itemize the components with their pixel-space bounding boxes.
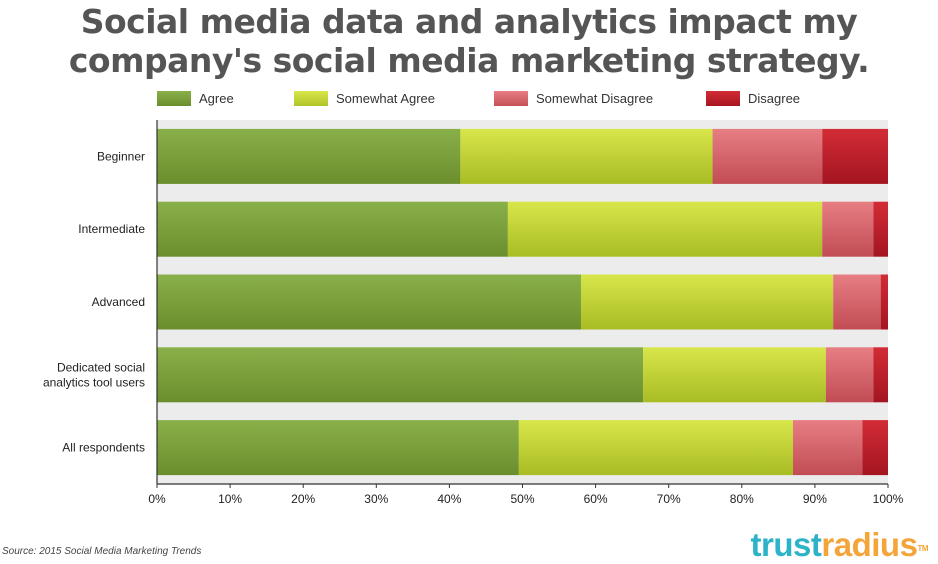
brand-part-trust: trust bbox=[750, 526, 822, 563]
trustradius-logo: trustradiusTM bbox=[750, 526, 929, 564]
bar-segment bbox=[833, 274, 881, 330]
category-label: Dedicated social analytics tool users bbox=[43, 360, 145, 389]
bar-segment bbox=[157, 128, 461, 184]
category-label: Intermediate bbox=[78, 222, 145, 236]
bar-segment bbox=[873, 201, 888, 257]
category-label: All respondents bbox=[62, 441, 145, 455]
bar-segment bbox=[518, 420, 793, 476]
x-tick-label: 40% bbox=[437, 492, 461, 506]
bar-segment bbox=[825, 347, 874, 403]
chart-title: Social media data and analytics impact m… bbox=[0, 2, 938, 80]
legend-swatch-somewhat-disagree bbox=[494, 90, 528, 106]
legend-item-agree: Agree bbox=[157, 88, 234, 108]
legend-swatch-disagree bbox=[706, 90, 740, 106]
x-tick-label: 70% bbox=[657, 492, 681, 506]
x-tick-label: 20% bbox=[291, 492, 315, 506]
x-tick-label: 60% bbox=[584, 492, 608, 506]
legend-label-disagree: Disagree bbox=[748, 90, 801, 106]
bar-segment bbox=[822, 128, 888, 184]
bar-segment bbox=[822, 201, 874, 257]
bar-segment bbox=[712, 128, 823, 184]
legend-label-agree: Agree bbox=[199, 90, 234, 106]
x-tick-label: 80% bbox=[730, 492, 754, 506]
category-label: Beginner bbox=[97, 149, 145, 163]
bar-segment bbox=[880, 274, 888, 330]
bar-segment bbox=[862, 420, 888, 476]
bar-segment bbox=[580, 274, 834, 330]
x-tick-label: 10% bbox=[218, 492, 242, 506]
bar-segment bbox=[157, 201, 508, 257]
x-tick-label: 100% bbox=[873, 492, 904, 506]
bar-segment bbox=[792, 420, 863, 476]
legend-swatch-agree bbox=[157, 90, 191, 106]
chart-title-line-1: Social media data and analytics impact m… bbox=[80, 2, 858, 41]
brand-part-radius: radius bbox=[821, 526, 918, 563]
chart-title-line-2: company's social media marketing strateg… bbox=[68, 41, 870, 80]
legend-item-somewhat-agree: Somewhat Agree bbox=[294, 88, 435, 108]
x-tick-label: 90% bbox=[803, 492, 827, 506]
bar-segment bbox=[157, 347, 644, 403]
legend: Agree Somewhat Agree Somewhat Disagree D… bbox=[0, 88, 938, 108]
legend-label-somewhat-agree: Somewhat Agree bbox=[336, 90, 436, 106]
bar-segment bbox=[157, 420, 519, 476]
x-tick-label: 0% bbox=[148, 492, 166, 506]
bar-segment bbox=[873, 347, 888, 403]
legend-swatch-somewhat-agree bbox=[294, 90, 328, 106]
bar-segment bbox=[507, 201, 823, 257]
legend-label-somewhat-disagree: Somewhat Disagree bbox=[536, 90, 654, 106]
source-note: Source: 2015 Social Media Marketing Tren… bbox=[2, 546, 202, 557]
legend-item-somewhat-disagree: Somewhat Disagree bbox=[494, 88, 653, 108]
x-tick-label: 50% bbox=[510, 492, 534, 506]
brand-trademark: TM bbox=[917, 544, 928, 553]
bar-segment bbox=[460, 128, 713, 184]
legend-item-disagree: Disagree bbox=[706, 88, 800, 108]
x-tick-label: 30% bbox=[364, 492, 388, 506]
bar-segment bbox=[643, 347, 826, 403]
category-label: Advanced bbox=[92, 295, 145, 309]
bar-segment bbox=[157, 274, 581, 330]
